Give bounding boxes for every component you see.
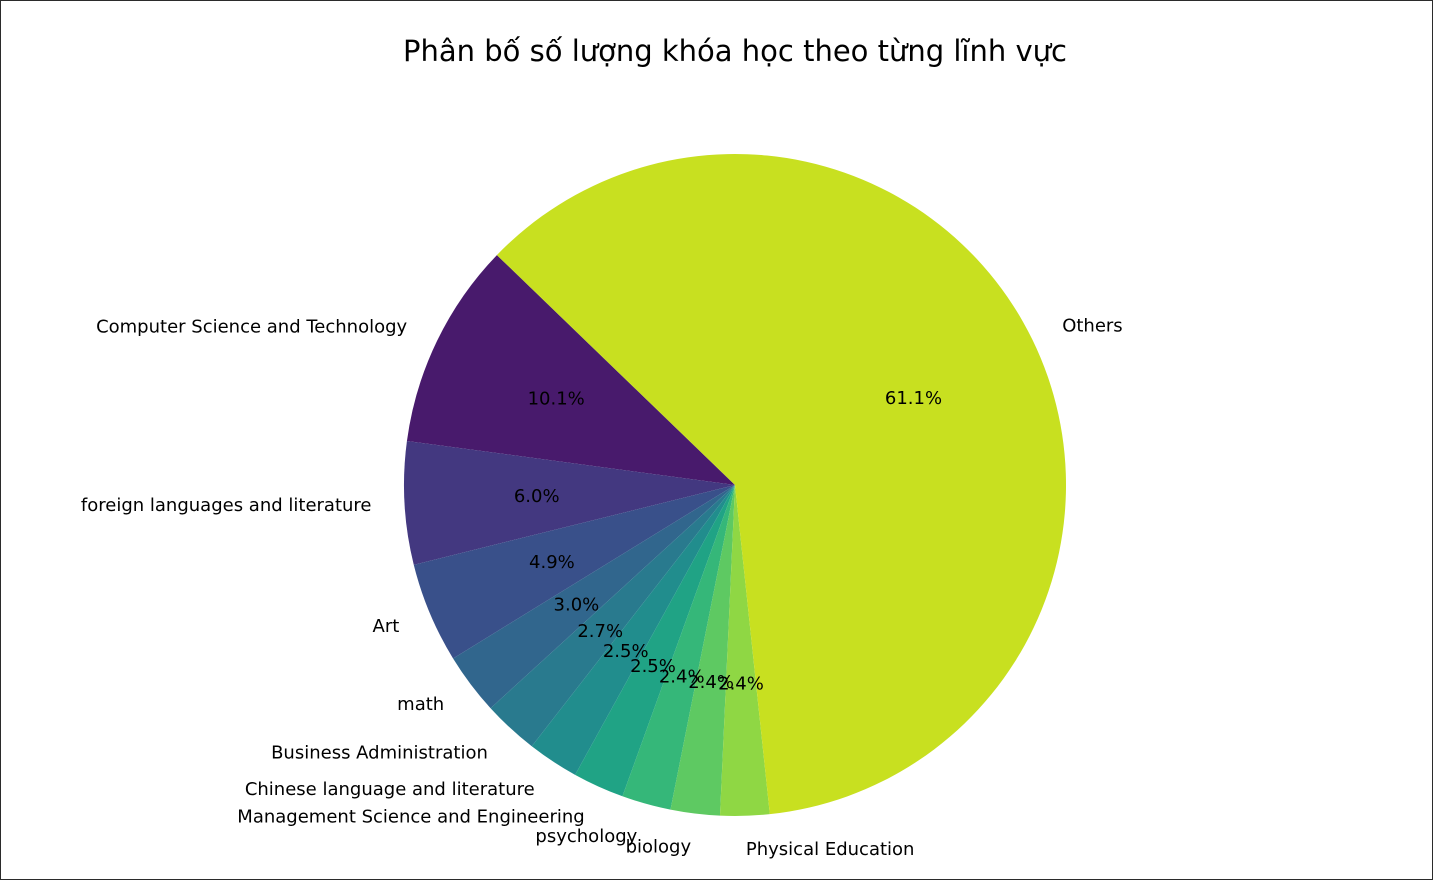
- category-label-4: Business Administration: [271, 742, 488, 763]
- percent-label-6: 2.5%: [630, 656, 676, 677]
- percent-label-2: 4.9%: [529, 552, 575, 573]
- pie-slice-1: [404, 440, 735, 565]
- pie-slice-8: [670, 485, 735, 816]
- pie-slice-10: [496, 153, 1067, 815]
- percent-label-4: 2.7%: [577, 621, 623, 642]
- category-labels: Computer Science and Technology foreign l…: [81, 315, 1123, 860]
- category-label-9: Physical Education: [746, 839, 915, 860]
- category-label-3: math: [397, 694, 444, 715]
- percent-label-0: 10.1%: [528, 389, 585, 410]
- category-label-1: foreign languages and literature: [81, 495, 372, 516]
- percent-label-5: 2.5%: [603, 641, 649, 662]
- percent-label-8: 2.4%: [688, 672, 734, 693]
- pie-slice-6: [575, 485, 735, 797]
- pie-slice-2: [413, 485, 735, 659]
- percent-label-3: 3.0%: [554, 595, 600, 616]
- pie-slice-7: [622, 485, 735, 810]
- category-label-5: Chinese language and literature: [245, 779, 535, 800]
- pie-slice-0: [406, 255, 735, 485]
- category-label-2: Art: [373, 616, 400, 637]
- pie-slice-4: [490, 485, 735, 747]
- percent-label-9: 2.4%: [718, 674, 764, 695]
- pie-slice-3: [453, 485, 735, 709]
- category-label-6: Management Science and Engineering: [237, 807, 584, 828]
- percent-labels: 10.1%6.0%4.9%3.0%2.7%2.5%2.5%2.4%2.4%2.4…: [514, 388, 942, 695]
- percent-label-10: 61.1%: [885, 388, 942, 409]
- category-label-0: Computer Science and Technology: [96, 316, 407, 337]
- pie-slices: [404, 153, 1067, 816]
- percent-label-1: 6.0%: [514, 486, 560, 507]
- pie-slice-9: [719, 485, 770, 816]
- percent-label-7: 2.4%: [659, 666, 705, 687]
- category-label-7: psychology: [535, 826, 637, 847]
- category-label-10: Others: [1062, 315, 1123, 336]
- category-label-8: biology: [626, 836, 692, 857]
- chart-title: Phân bố số lượng khóa học theo từng lĩnh…: [403, 34, 1067, 68]
- pie-slice-5: [531, 485, 735, 775]
